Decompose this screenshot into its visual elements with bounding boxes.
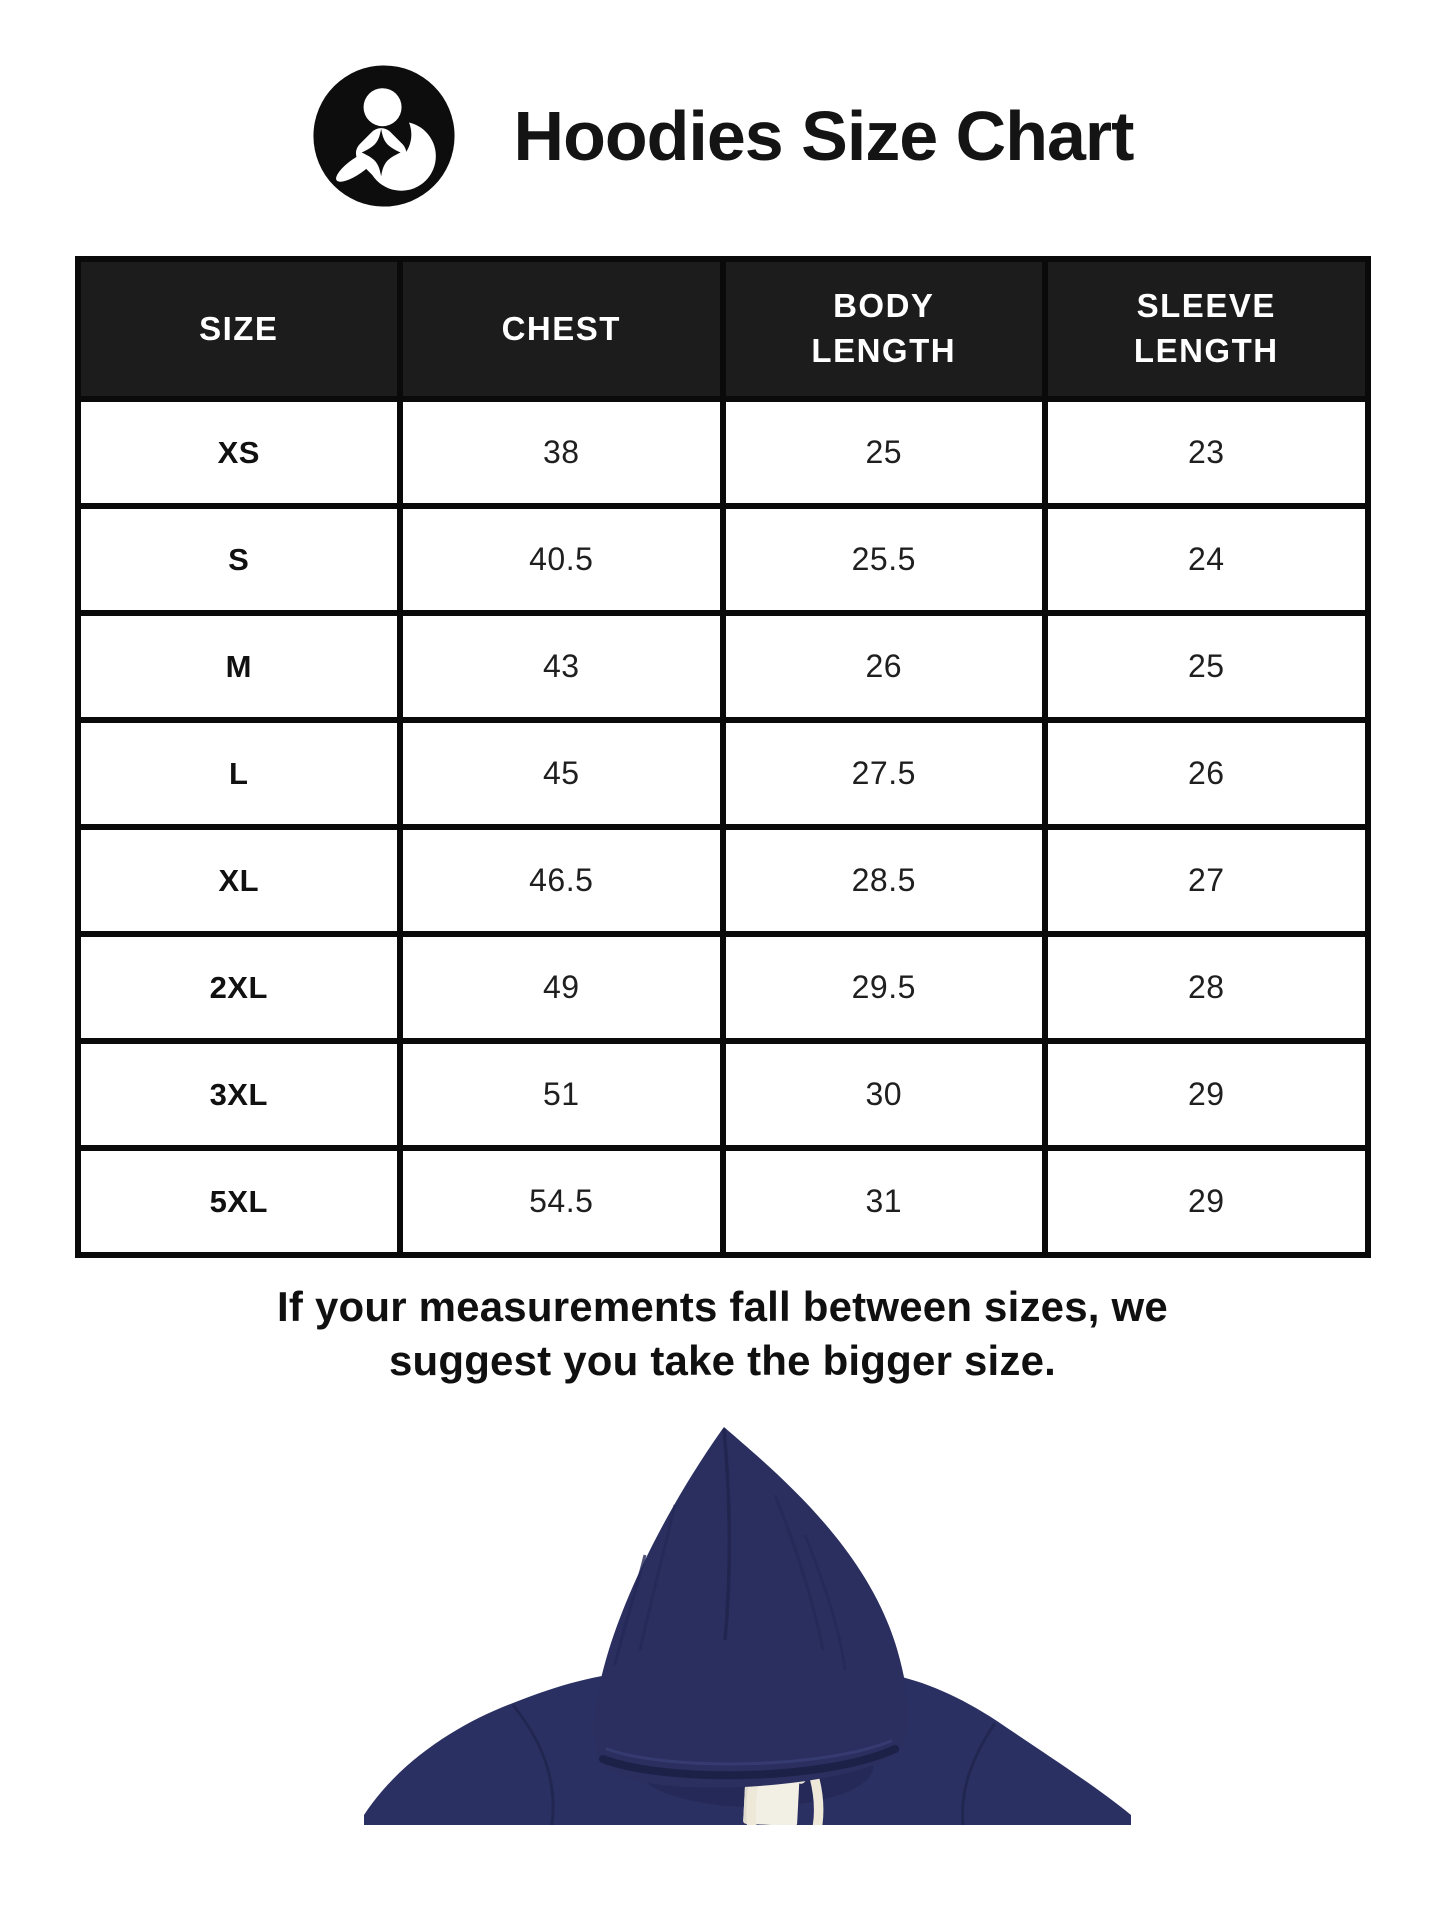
- column-header-body-length: BODY LENGTH: [719, 256, 1048, 402]
- body-length-value: 25: [719, 396, 1048, 509]
- sizing-note-line2: suggest you take the bigger size.: [388, 1337, 1057, 1384]
- sleeve-length-value: 27: [1042, 824, 1371, 937]
- table-row: 5XL 54.5 31 29: [74, 1145, 1371, 1258]
- chest-value: 43: [397, 610, 726, 723]
- table-row: L 45 27.5 26: [74, 717, 1371, 830]
- body-length-value: 26: [719, 610, 1048, 723]
- table-row: XL 46.5 28.5 27: [74, 824, 1371, 937]
- sleeve-length-value: 29: [1042, 1145, 1371, 1258]
- sizing-note-line1: If your measurements fall between sizes,…: [277, 1283, 1168, 1330]
- sleeve-length-value: 26: [1042, 717, 1371, 830]
- sizing-note: If your measurements fall between sizes,…: [0, 1280, 1445, 1388]
- column-header-size: SIZE: [74, 256, 403, 402]
- body-length-value: 25.5: [719, 503, 1048, 616]
- size-value: XL: [74, 824, 403, 937]
- sleeve-length-value: 28: [1042, 931, 1371, 1044]
- size-value: 3XL: [74, 1038, 403, 1151]
- size-table: SIZE CHEST BODY LENGTH SLEEVE LENGTH XS …: [74, 256, 1371, 1258]
- body-length-value: 29.5: [719, 931, 1048, 1044]
- body-length-value: 28.5: [719, 824, 1048, 937]
- size-value: S: [74, 503, 403, 616]
- page-header: Hoodies Size Chart: [0, 0, 1445, 208]
- body-length-value: 31: [719, 1145, 1048, 1258]
- size-value: XS: [74, 396, 403, 509]
- column-header-sleeve-length: SLEEVE LENGTH: [1042, 256, 1371, 402]
- sleeve-length-value: 24: [1042, 503, 1371, 616]
- sleeve-length-value: 23: [1042, 396, 1371, 509]
- sleeve-length-value: 29: [1042, 1038, 1371, 1151]
- page-title: Hoodies Size Chart: [513, 97, 1135, 175]
- chest-value: 54.5: [397, 1145, 726, 1258]
- chest-value: 51: [397, 1038, 726, 1151]
- body-length-value: 30: [719, 1038, 1048, 1151]
- table-row: S 40.5 25.5 24: [74, 503, 1371, 616]
- table-row: 3XL 51 30 29: [74, 1038, 1371, 1151]
- chest-value: 45: [397, 717, 726, 830]
- chest-value: 40.5: [397, 503, 726, 616]
- table-header-row: SIZE CHEST BODY LENGTH SLEEVE LENGTH: [74, 256, 1371, 402]
- column-header-chest: CHEST: [397, 256, 726, 402]
- body-length-value: 27.5: [719, 717, 1048, 830]
- table-row: 2XL 49 29.5 28: [74, 931, 1371, 1044]
- table-row: XS 38 25 23: [74, 396, 1371, 509]
- chest-value: 46.5: [397, 824, 726, 937]
- size-value: L: [74, 717, 403, 830]
- hoodie-product-image: [345, 1415, 1145, 1825]
- table-row: M 43 26 25: [74, 610, 1371, 723]
- size-value: 2XL: [74, 931, 403, 1044]
- navy-hoodie-illustration: [364, 1427, 1131, 1825]
- sleeve-length-value: 25: [1042, 610, 1371, 723]
- size-value: 5XL: [74, 1145, 403, 1258]
- chest-value: 49: [397, 931, 726, 1044]
- chest-value: 38: [397, 396, 726, 509]
- mother-and-child-star-logo-icon: [312, 65, 455, 207]
- size-value: M: [74, 610, 403, 723]
